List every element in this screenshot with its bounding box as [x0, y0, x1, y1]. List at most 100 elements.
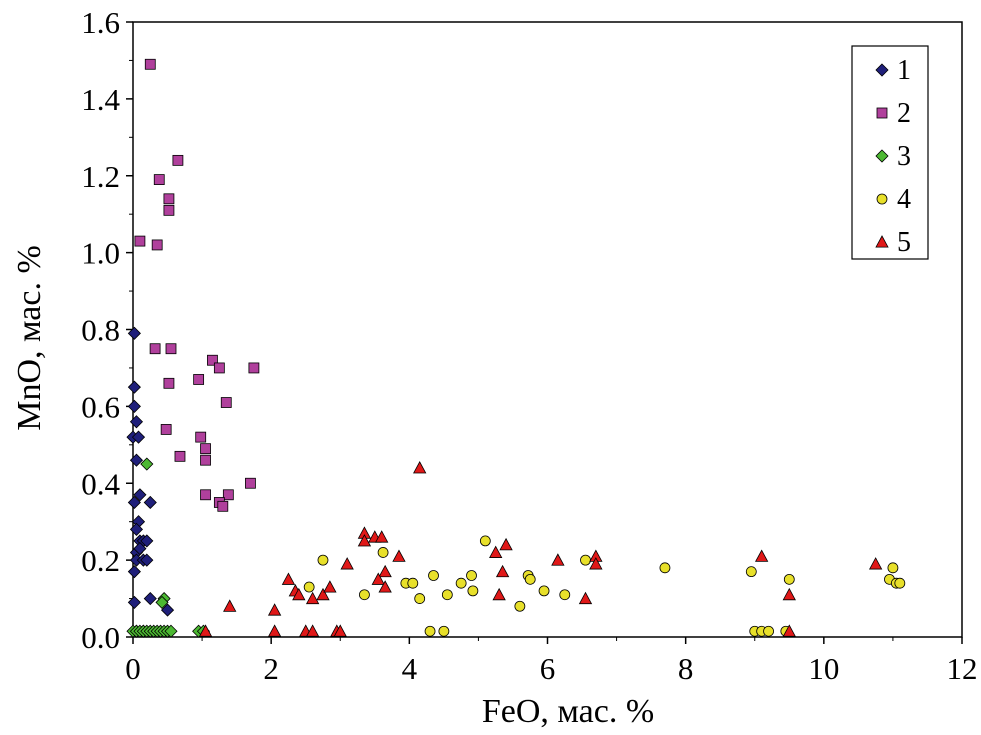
data-point — [559, 589, 571, 601]
data-point — [375, 530, 389, 543]
data-point — [149, 343, 161, 355]
legend-label: 3 — [897, 141, 911, 172]
data-point — [414, 593, 426, 604]
data-point — [129, 453, 144, 467]
data-point — [144, 58, 156, 70]
data-point — [267, 624, 282, 637]
data-point — [371, 572, 385, 585]
data-point — [377, 547, 389, 558]
data-point — [207, 354, 218, 366]
data-point — [164, 624, 178, 638]
data-point — [155, 595, 169, 609]
data-point — [172, 154, 184, 166]
data-point — [129, 415, 144, 429]
data-point — [492, 587, 506, 601]
data-point — [783, 573, 795, 585]
data-point — [248, 362, 260, 374]
data-point — [495, 564, 510, 578]
series-2 — [134, 58, 260, 512]
data-point — [392, 549, 406, 562]
data-point — [357, 534, 372, 547]
data-point — [127, 326, 141, 340]
data-point — [281, 572, 296, 585]
data-point — [323, 580, 337, 593]
data-point — [217, 500, 229, 512]
legend-marker — [875, 63, 889, 77]
data-point — [127, 380, 141, 394]
data-point — [223, 599, 237, 612]
data-point — [140, 534, 154, 548]
data-point — [514, 600, 526, 612]
data-point — [438, 625, 450, 637]
data-point — [222, 489, 234, 501]
data-point — [754, 549, 769, 562]
data-point — [782, 587, 796, 601]
series-4 — [303, 535, 906, 637]
x-tick-label: 6 — [540, 651, 556, 686]
data-point — [782, 624, 796, 637]
data-point — [333, 624, 347, 637]
data-point — [220, 397, 232, 408]
data-point — [441, 589, 453, 601]
y-tick-label: 0.8 — [81, 313, 120, 348]
legend-marker — [875, 149, 889, 163]
data-point — [589, 557, 603, 570]
data-point — [131, 430, 146, 444]
data-points — [126, 58, 906, 638]
x-tick-label: 12 — [947, 651, 978, 686]
legend: 1 2 3 4 5 — [851, 45, 929, 260]
data-point — [163, 193, 175, 205]
data-point — [151, 239, 163, 251]
y-tick-label: 0.0 — [81, 620, 120, 655]
legend-box — [851, 45, 929, 260]
y-axis-title: MnO, мас. % — [11, 245, 48, 431]
series-1 — [126, 326, 175, 638]
x-tick-label: 10 — [808, 651, 839, 686]
data-point — [200, 443, 211, 455]
axes: 0 2 4 6 8 10 120.00.20.40.60.81.01.21.41.6 — [81, 5, 977, 686]
data-point — [245, 477, 256, 489]
data-point — [140, 553, 154, 567]
x-axis-title: FeO, мас. % — [482, 693, 654, 730]
legend-marker — [875, 235, 889, 248]
data-point — [659, 562, 671, 574]
data-point — [340, 557, 354, 570]
legend-marker — [876, 193, 888, 205]
data-point — [163, 204, 175, 216]
data-point — [538, 585, 550, 597]
data-point — [316, 587, 330, 601]
data-point — [200, 489, 211, 501]
data-point — [455, 577, 467, 589]
data-point — [894, 577, 906, 589]
data-point — [580, 554, 591, 566]
data-point — [524, 573, 536, 585]
data-point — [407, 577, 419, 589]
data-point — [479, 535, 491, 547]
data-point — [424, 625, 436, 637]
y-tick-label: 0.4 — [81, 466, 120, 501]
data-point — [160, 603, 175, 617]
data-point — [305, 591, 320, 605]
data-point — [127, 495, 141, 510]
x-tick-label: 2 — [263, 651, 279, 686]
data-point — [499, 537, 513, 551]
data-point — [466, 570, 477, 581]
data-point — [129, 522, 144, 536]
y-tick-label: 1.4 — [81, 82, 120, 117]
plot-frame — [132, 21, 963, 638]
data-point — [578, 591, 593, 605]
data-point — [127, 399, 141, 413]
data-point — [143, 495, 157, 510]
x-tick-label: 8 — [678, 651, 694, 686]
data-point — [163, 377, 175, 389]
legend-marker — [876, 107, 888, 119]
data-point — [143, 591, 157, 606]
data-point — [195, 431, 207, 443]
data-point — [305, 624, 320, 637]
legend-label: 1 — [897, 55, 911, 86]
data-point — [303, 581, 315, 593]
data-point — [200, 454, 211, 466]
data-point — [140, 457, 154, 471]
data-point — [467, 585, 479, 597]
x-tick-label: 0 — [125, 651, 141, 686]
